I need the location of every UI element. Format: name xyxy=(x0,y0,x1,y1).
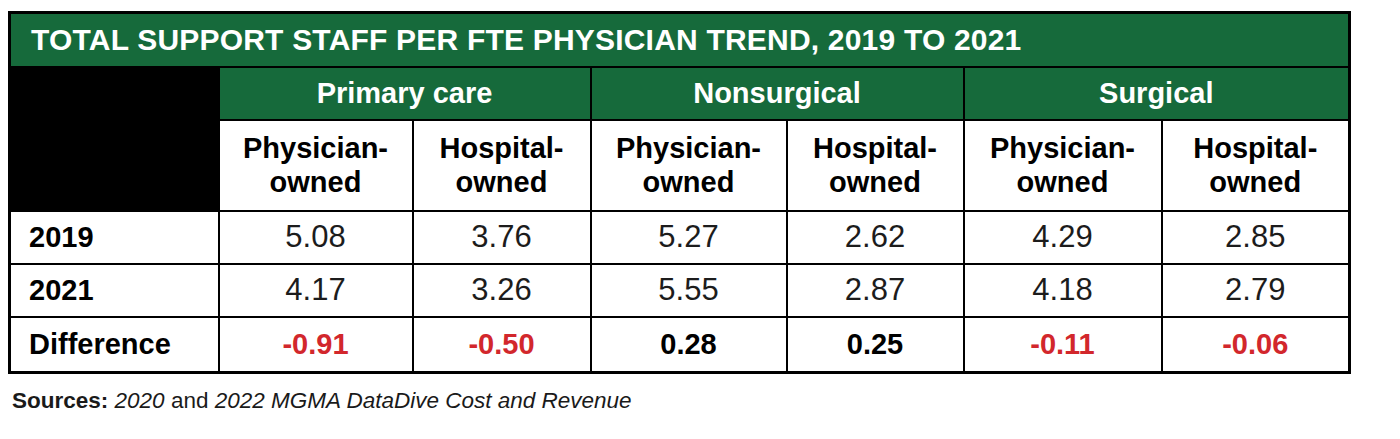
value-cell: 5.27 xyxy=(591,211,787,264)
difference-cell: -0.11 xyxy=(964,317,1162,373)
value-cell: 4.29 xyxy=(964,211,1162,264)
subheader-nonsurgical-physician-owned: Physician- owned xyxy=(591,120,787,211)
subheader-line: owned xyxy=(220,165,412,199)
table-title: TOTAL SUPPORT STAFF PER FTE PHYSICIAN TR… xyxy=(10,13,1350,67)
subheader-surgical-hospital-owned: Hospital- owned xyxy=(1162,120,1350,211)
value-cell: 4.17 xyxy=(219,264,413,317)
group-header-row: Primary care Nonsurgical Surgical xyxy=(10,67,1350,120)
subheader-line: Physician- xyxy=(220,131,412,165)
row-label-difference: Difference xyxy=(10,317,219,373)
subheader-line: Hospital- xyxy=(788,131,963,165)
figure-page: TOTAL SUPPORT STAFF PER FTE PHYSICIAN TR… xyxy=(0,0,1400,414)
value-cell: 2.62 xyxy=(787,211,964,264)
difference-cell: 0.28 xyxy=(591,317,787,373)
subheader-line: owned xyxy=(788,165,963,199)
sources-label: Sources: xyxy=(12,388,108,413)
subheader-line: Hospital- xyxy=(1163,131,1349,165)
subheader-line: Physician- xyxy=(592,131,786,165)
data-row-2019: 2019 5.08 3.76 5.27 2.62 4.29 2.85 xyxy=(10,211,1350,264)
difference-cell: 0.25 xyxy=(787,317,964,373)
value-cell: 2.87 xyxy=(787,264,964,317)
value-cell: 2.79 xyxy=(1162,264,1350,317)
difference-cell: -0.50 xyxy=(413,317,591,373)
sources-item-2: 2022 MGMA DataDive Cost and Revenue xyxy=(215,388,632,413)
group-header-primary-care: Primary care xyxy=(219,67,591,120)
value-cell: 2.85 xyxy=(1162,211,1350,264)
value-cell: 4.18 xyxy=(964,264,1162,317)
subheader-primary-physician-owned: Physician- owned xyxy=(219,120,413,211)
value-cell: 5.55 xyxy=(591,264,787,317)
value-cell: 3.26 xyxy=(413,264,591,317)
subheader-line: owned xyxy=(414,165,590,199)
subheader-primary-hospital-owned: Hospital- owned xyxy=(413,120,591,211)
subheader-line: owned xyxy=(1163,165,1349,199)
subheader-nonsurgical-hospital-owned: Hospital- owned xyxy=(787,120,964,211)
sources-joiner: and xyxy=(171,388,209,413)
data-row-difference: Difference -0.91 -0.50 0.28 0.25 -0.11 -… xyxy=(10,317,1350,373)
difference-cell: -0.06 xyxy=(1162,317,1350,373)
data-row-2021: 2021 4.17 3.26 5.55 2.87 4.18 2.79 xyxy=(10,264,1350,317)
group-header-nonsurgical: Nonsurgical xyxy=(591,67,964,120)
value-cell: 5.08 xyxy=(219,211,413,264)
subheader-line: Physician- xyxy=(965,131,1161,165)
corner-cell xyxy=(10,67,219,211)
row-label-2019: 2019 xyxy=(10,211,219,264)
title-row: TOTAL SUPPORT STAFF PER FTE PHYSICIAN TR… xyxy=(10,13,1350,67)
value-cell: 3.76 xyxy=(413,211,591,264)
subheader-line: owned xyxy=(965,165,1161,199)
subheader-line: Hospital- xyxy=(414,131,590,165)
difference-cell: -0.91 xyxy=(219,317,413,373)
row-label-2021: 2021 xyxy=(10,264,219,317)
subheader-line: owned xyxy=(592,165,786,199)
support-staff-table: TOTAL SUPPORT STAFF PER FTE PHYSICIAN TR… xyxy=(8,11,1351,374)
sources-note: Sources: 2020 and 2022 MGMA DataDive Cos… xyxy=(12,388,1400,414)
sources-item-1: 2020 xyxy=(115,388,165,413)
group-header-surgical: Surgical xyxy=(964,67,1350,120)
subheader-surgical-physician-owned: Physician- owned xyxy=(964,120,1162,211)
